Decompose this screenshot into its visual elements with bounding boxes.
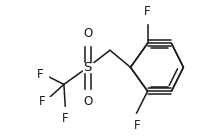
Text: F: F <box>37 68 43 81</box>
Text: F: F <box>62 112 69 125</box>
Bar <box>83 90 93 99</box>
Bar <box>61 107 70 116</box>
Text: O: O <box>83 95 92 108</box>
Bar <box>83 63 93 72</box>
Text: S: S <box>84 61 92 74</box>
Text: F: F <box>144 5 151 18</box>
Bar <box>39 69 48 79</box>
Bar <box>129 114 139 123</box>
Text: O: O <box>83 27 92 40</box>
Bar <box>83 35 93 45</box>
Bar <box>143 13 152 22</box>
Text: F: F <box>38 95 45 108</box>
Bar <box>40 97 50 106</box>
Text: F: F <box>134 119 141 132</box>
